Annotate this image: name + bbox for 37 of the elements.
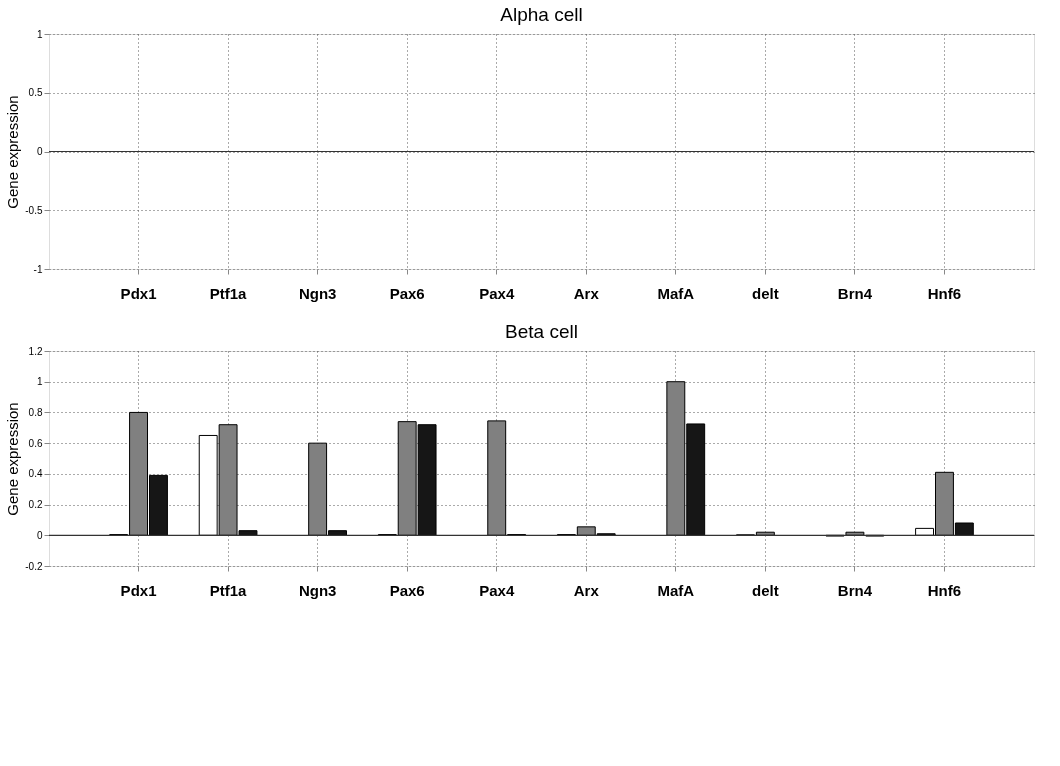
y-tick-label: 0.4 [28, 468, 43, 480]
x-tick-label: Brn4 [837, 581, 873, 599]
y-tick-label: 0.5 [28, 87, 43, 99]
y-axis-title: Gene expression [4, 402, 22, 516]
x-tick-label: Brn4 [837, 284, 873, 302]
y-axis-title: Gene expression [4, 95, 22, 209]
y-tick-label: 1.2 [28, 345, 43, 357]
x-tick-label: Pax6 [389, 284, 425, 302]
x-tick-label: Ptf1a [209, 581, 248, 599]
y-tick-label: -0.2 [25, 560, 43, 572]
x-tick-label: Arx [573, 284, 600, 302]
y-tick-label: 0 [36, 146, 43, 157]
x-tick-label: Pax4 [479, 581, 515, 599]
x-tick-label: Pdx1 [120, 581, 157, 599]
x-tick-label: delt [752, 284, 779, 302]
x-tick-label: Hnf6 [927, 581, 962, 599]
x-tick-label: delt [752, 581, 779, 599]
x-tick-label: Pax4 [479, 284, 515, 302]
y-tick-label: 0 [36, 529, 43, 541]
x-tick-label: Ptf1a [209, 284, 248, 302]
x-tick-label: Ngn3 [298, 284, 337, 302]
chart-title: Beta cell [505, 321, 578, 342]
y-tick-label: -0.5 [25, 204, 43, 216]
x-tick-label: Pdx1 [120, 284, 157, 302]
x-tick-label: MafA [657, 581, 695, 599]
x-tick-label: Pax6 [389, 581, 425, 599]
y-tick-label: 0.2 [28, 499, 43, 511]
x-tick-label: Ngn3 [298, 581, 337, 599]
x-tick-label: Arx [573, 581, 600, 599]
y-tick-label: -1 [33, 263, 43, 275]
x-tick-label: Hnf6 [927, 284, 962, 302]
x-tick-label: MafA [657, 284, 695, 302]
y-tick-label: 0.8 [28, 406, 43, 418]
y-tick-label: 1 [36, 28, 43, 40]
y-tick-label: 1 [36, 376, 43, 388]
chart-title: Alpha cell [500, 4, 583, 25]
y-tick-label: 0.6 [28, 437, 43, 449]
